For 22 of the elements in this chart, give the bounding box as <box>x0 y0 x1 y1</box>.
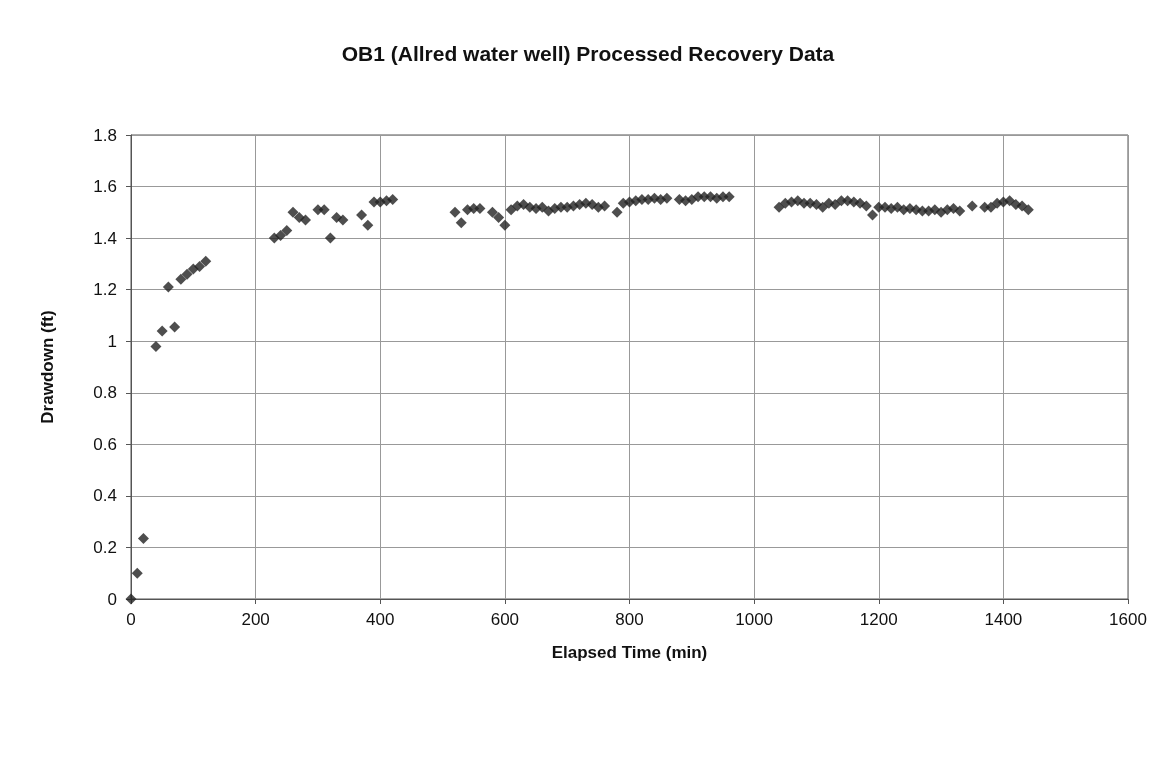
y-tick-label: 1.2 <box>93 280 117 300</box>
y-tick-label: 0 <box>107 589 117 609</box>
y-tick-label: 1.8 <box>93 125 117 145</box>
y-tick-label: 1.6 <box>93 177 117 197</box>
x-tick-label: 0 <box>126 610 136 629</box>
y-tick-label: 0.8 <box>93 383 117 403</box>
x-tick-label: 1000 <box>735 610 774 629</box>
x-tick-label: 1200 <box>859 610 898 629</box>
y-tick-label: 0.2 <box>93 537 117 557</box>
y-tick-label: 1.4 <box>93 228 117 248</box>
x-tick-label: 1400 <box>984 610 1023 629</box>
x-tick-label: 200 <box>241 610 270 629</box>
x-axis-title: Elapsed Time (min) <box>551 643 708 662</box>
chart-title: OB1 (Allred water well) Processed Recovery Data <box>341 42 835 65</box>
x-tick-label: 800 <box>615 610 644 629</box>
x-tick-label: 600 <box>490 610 520 629</box>
y-axis-title: Drawdown (ft) <box>38 310 57 424</box>
x-tick-label: 1600 <box>1109 610 1147 629</box>
y-tick-label: 0.6 <box>93 434 117 454</box>
x-tick-label: 400 <box>366 610 395 629</box>
y-tick-label: 1 <box>107 331 117 351</box>
y-tick-label: 0.4 <box>93 486 117 506</box>
